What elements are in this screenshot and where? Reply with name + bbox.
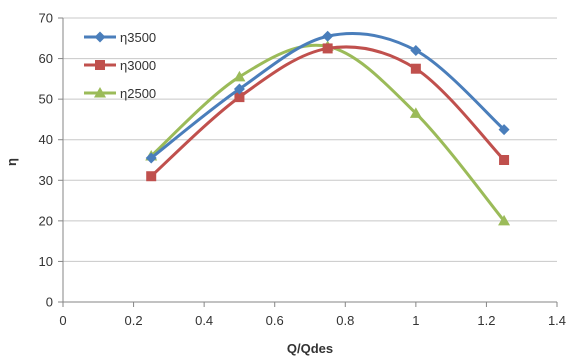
x-tick-label: 0.6 <box>266 313 284 328</box>
x-tick-label: 0.2 <box>125 313 143 328</box>
legend: η3500 η3000 η2500 <box>84 30 156 101</box>
data-point <box>322 43 333 54</box>
x-tick-label: 1.4 <box>548 313 566 328</box>
data-point <box>498 124 510 136</box>
series-η3000 <box>146 43 510 182</box>
y-tick-label: 60 <box>39 51 53 66</box>
x-tick-label: 0.8 <box>336 313 354 328</box>
data-point <box>233 70 246 82</box>
y-tick-label: 20 <box>39 213 53 228</box>
series-line <box>150 45 506 178</box>
data-point <box>146 171 157 182</box>
legend-label: η3000 <box>120 58 156 73</box>
legend-entry: η3500 <box>84 30 156 45</box>
y-tick-label: 50 <box>39 92 53 107</box>
axes <box>58 17 558 307</box>
data-point <box>145 152 157 164</box>
data-point <box>410 63 421 74</box>
x-tick-label: 1 <box>412 313 419 328</box>
legend-marker <box>94 87 106 98</box>
y-tick-label: 30 <box>39 173 53 188</box>
data-point <box>410 44 422 56</box>
x-axis-title: Q/Qdes <box>287 341 333 356</box>
data-point <box>409 107 422 118</box>
series-group <box>145 30 511 226</box>
y-tick-label: 40 <box>39 132 53 147</box>
legend-label: η3500 <box>120 30 156 45</box>
x-tick-label: 0 <box>59 313 66 328</box>
grid-lines <box>63 17 557 262</box>
legend-entry: η2500 <box>84 86 156 101</box>
data-point <box>234 92 245 103</box>
x-tick-label: 1.2 <box>477 313 495 328</box>
x-tick-labels: 0 0.2 0.4 0.6 0.8 1 1.2 1.4 <box>59 313 566 328</box>
series-η2500 <box>145 40 511 226</box>
x-tick-label: 0.4 <box>195 313 213 328</box>
data-point <box>499 155 510 165</box>
data-point <box>322 30 334 42</box>
series-η3500 <box>145 30 510 164</box>
y-tick-labels: 0 10 20 30 40 50 60 70 <box>39 11 53 310</box>
y-tick-label: 10 <box>39 254 53 269</box>
series-line <box>150 43 506 222</box>
legend-marker <box>94 31 106 43</box>
y-tick-label: 0 <box>46 295 53 310</box>
legend-marker <box>95 60 105 70</box>
y-tick-label: 70 <box>39 11 53 26</box>
data-point <box>498 214 511 226</box>
y-axis-title: η <box>4 158 19 166</box>
data-point <box>233 83 245 95</box>
legend-entry: η3000 <box>84 58 156 73</box>
legend-label: η2500 <box>120 86 156 101</box>
